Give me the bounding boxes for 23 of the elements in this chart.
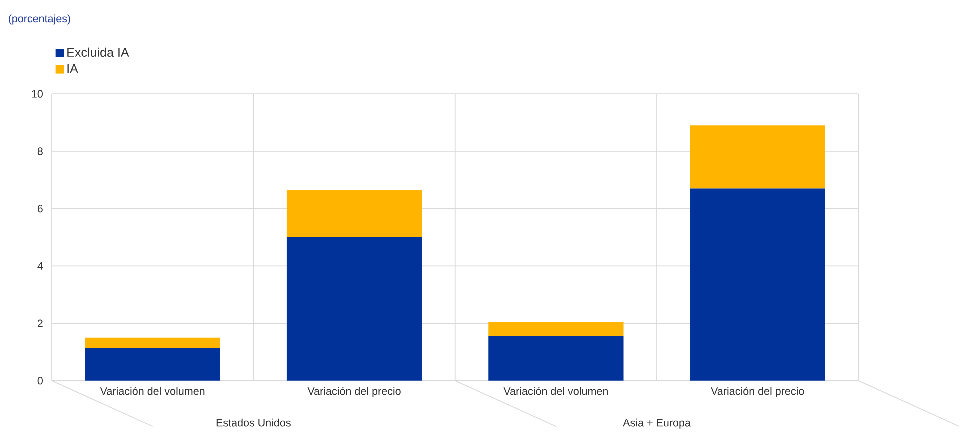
text: Asia + Europa <box>623 418 691 429</box>
x-tick-label: Variación del precio <box>308 386 401 398</box>
y-tick-label: 0 <box>38 376 43 385</box>
y-tick-label: 4 <box>38 262 44 270</box>
legend-label: IA <box>68 64 78 73</box>
legend-label: Excluida IA <box>68 48 130 57</box>
bar <box>488 336 624 381</box>
x-tick-label: Variación del volumen <box>100 386 205 395</box>
x-tick-label: Variación del precio <box>711 386 804 398</box>
bar <box>286 190 422 238</box>
bar <box>286 237 422 381</box>
chart-title: (porcentajes) <box>8 14 70 25</box>
y-tick-label: 8 <box>38 147 43 156</box>
bar <box>85 348 220 381</box>
y-tick-label: 2 <box>38 320 43 328</box>
bar <box>85 338 220 348</box>
text: Estados Unidos <box>216 418 291 427</box>
y-tick-label: 6 <box>38 204 43 212</box>
bar <box>488 322 624 336</box>
bar <box>690 125 826 189</box>
bar <box>690 188 826 381</box>
x-tick-label: Variación del volumen <box>504 386 608 395</box>
y-tick-label: 10 <box>32 90 43 98</box>
